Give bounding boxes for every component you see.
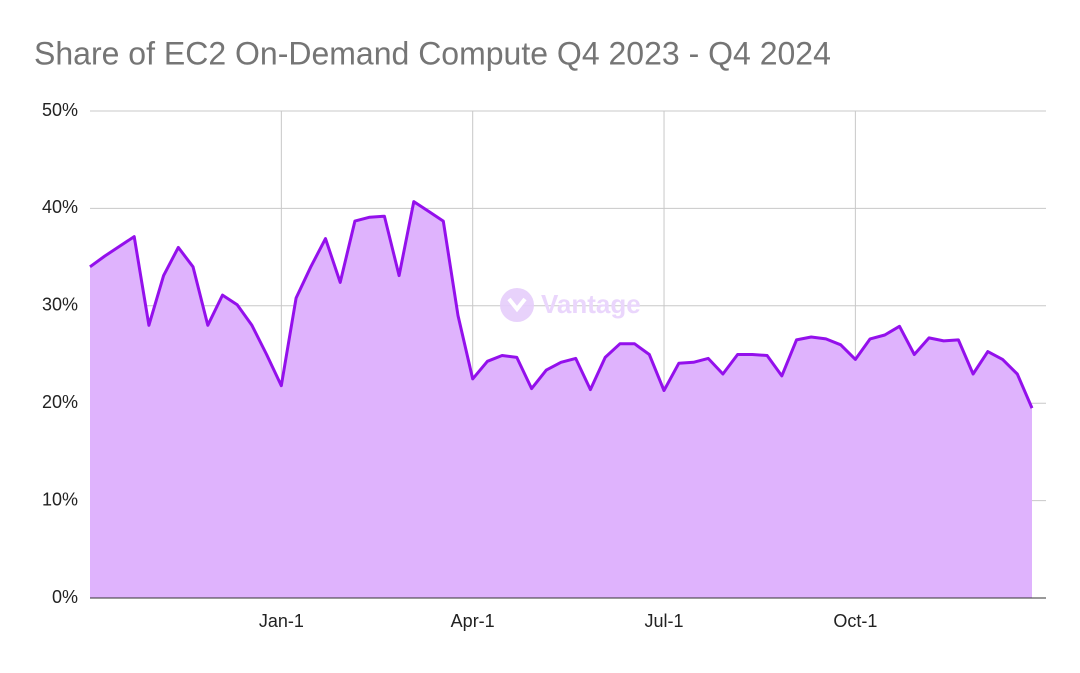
x-tick-label: Oct-1 [833, 611, 877, 631]
y-tick-label: 20% [42, 392, 78, 412]
watermark-logo-mark [507, 297, 527, 313]
y-tick-label: 40% [42, 197, 78, 217]
x-tick-label: Jul-1 [645, 611, 684, 631]
x-tick-label: Apr-1 [451, 611, 495, 631]
chart-title: Share of EC2 On-Demand Compute Q4 2023 -… [34, 35, 831, 71]
area-fill [90, 201, 1032, 598]
watermark: Vantage [541, 289, 641, 319]
x-tick-label: Jan-1 [259, 611, 304, 631]
y-tick-label: 10% [42, 489, 78, 509]
line [89, 200, 1034, 409]
y-tick-label: 0% [52, 587, 78, 607]
y-tick-label: 50% [42, 100, 78, 120]
watermark-logo [500, 288, 534, 322]
y-tick-label: 30% [42, 295, 78, 315]
